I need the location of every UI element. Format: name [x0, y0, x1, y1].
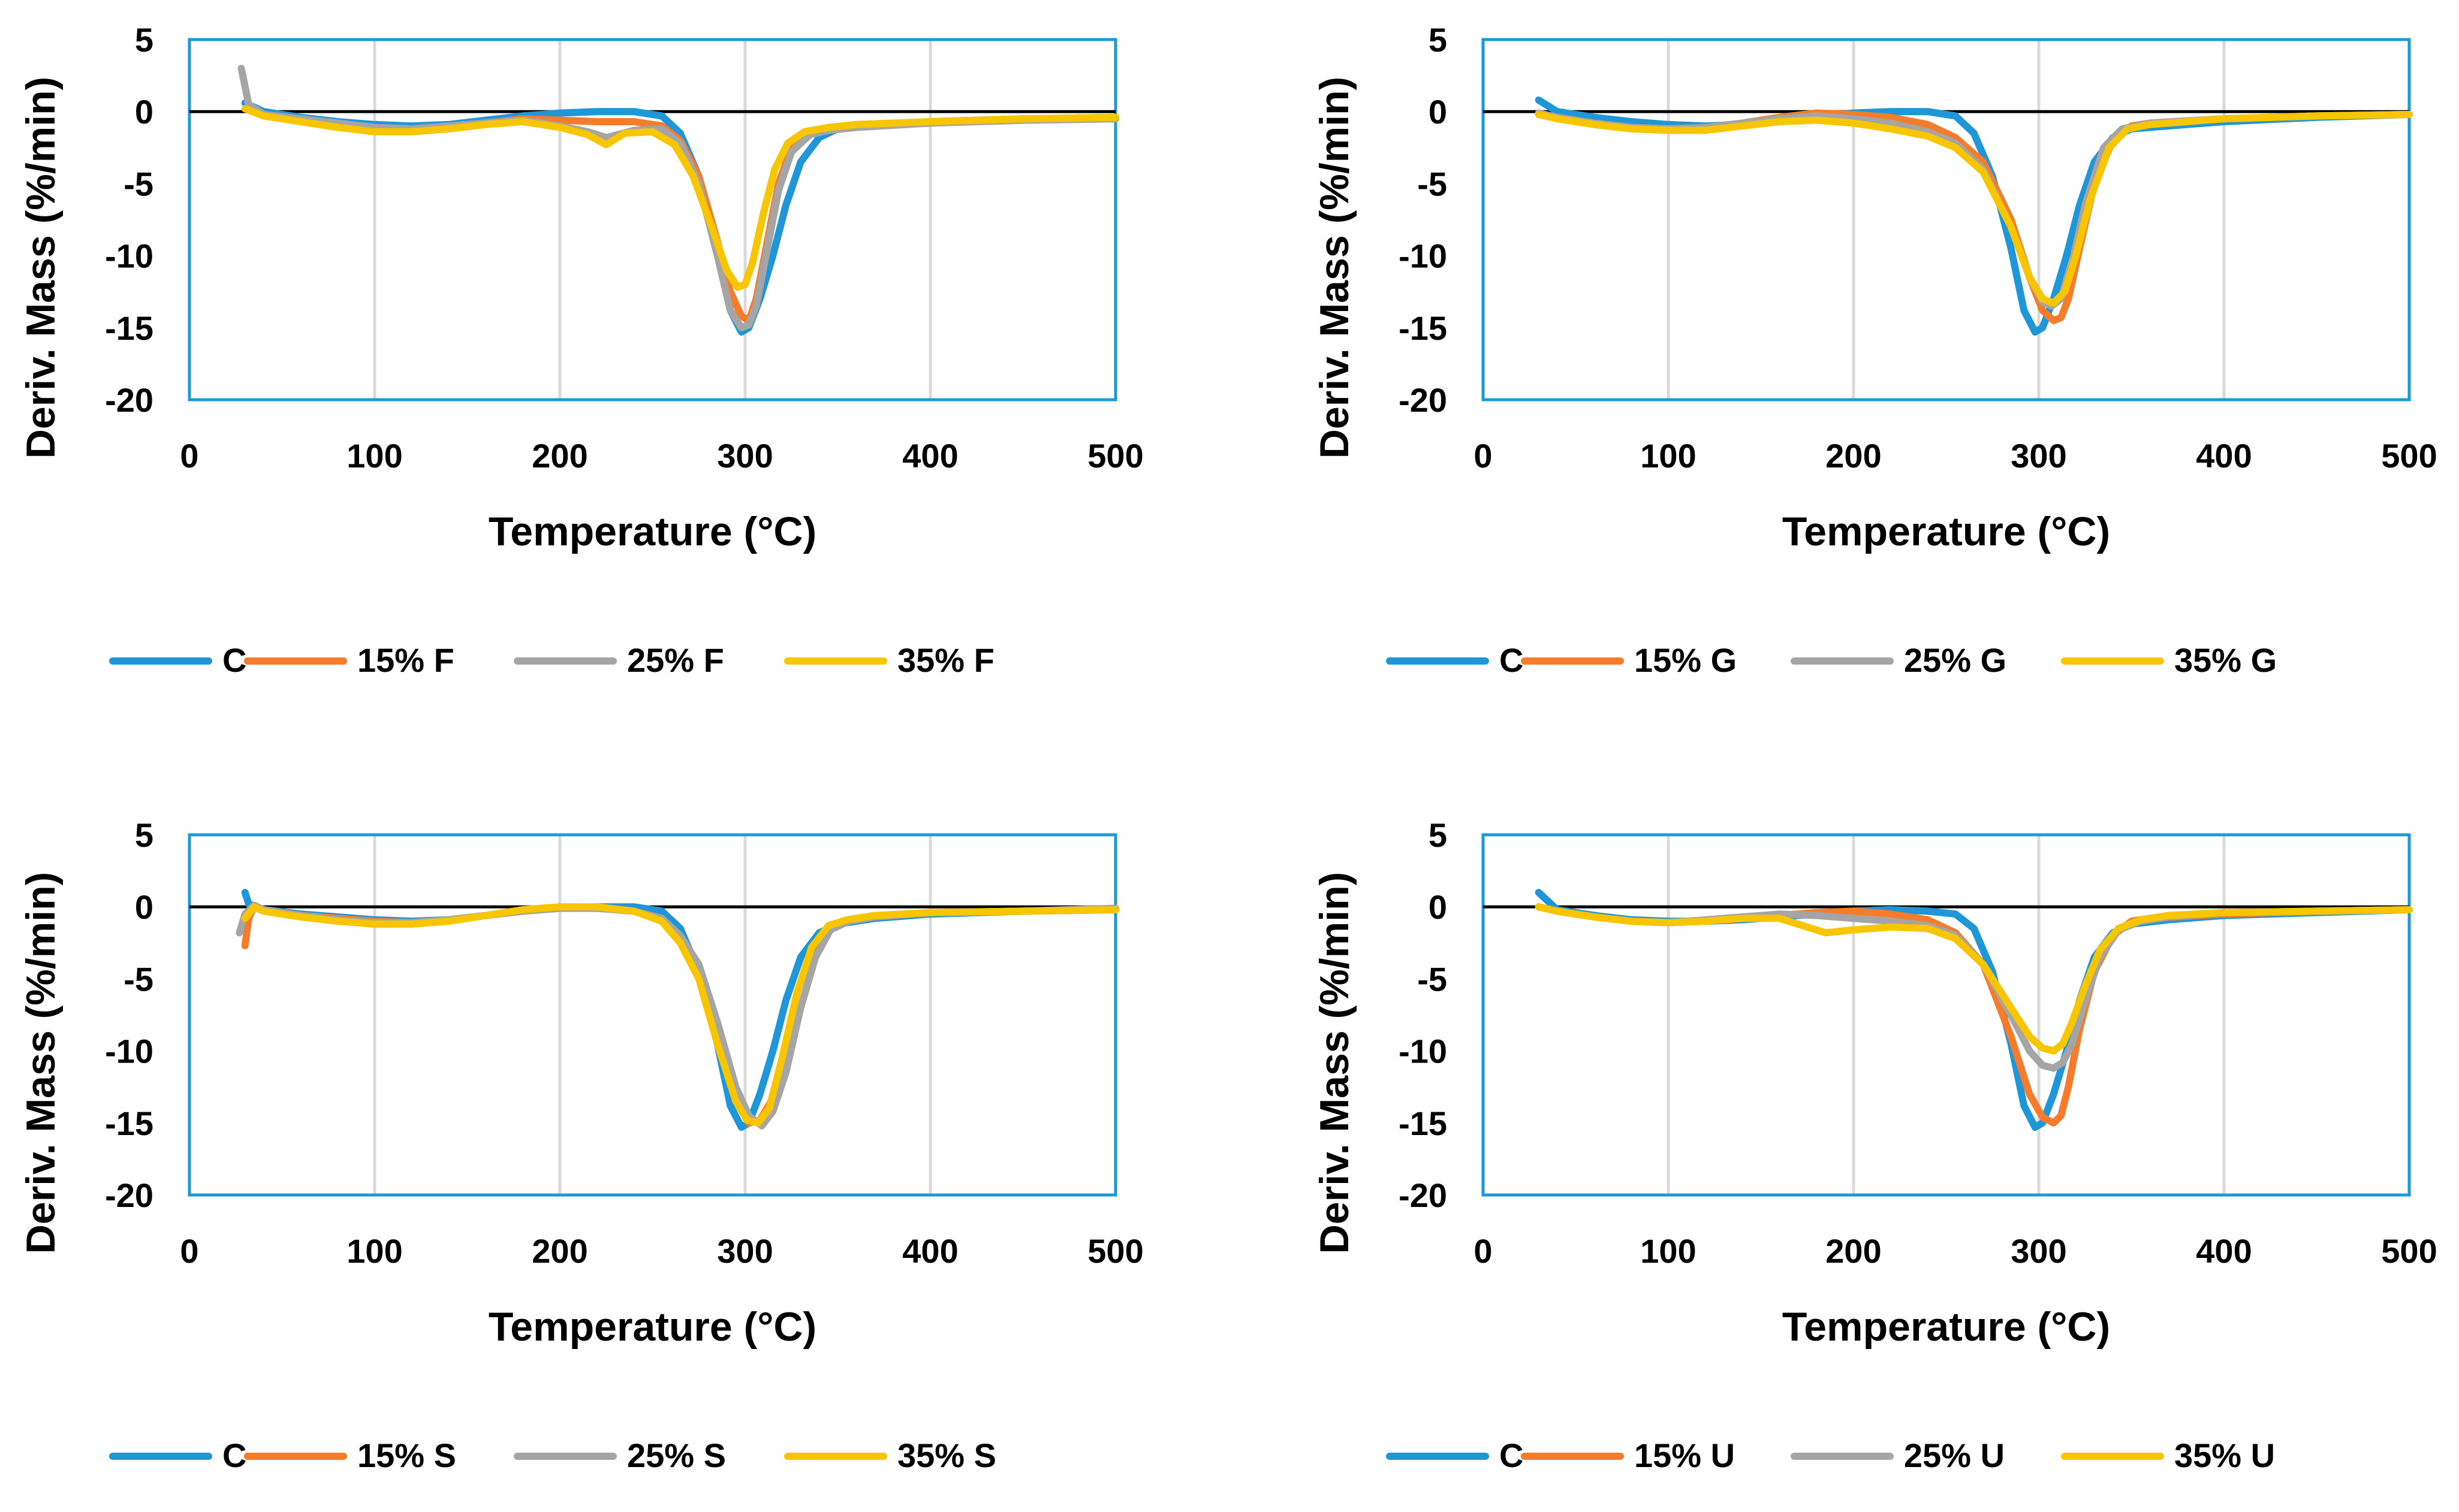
y-tick-label: -20 [1399, 1176, 1447, 1214]
legend-label: C [222, 641, 246, 679]
legend-label: C [1499, 641, 1523, 679]
x-tick-label: 300 [717, 1232, 773, 1270]
x-axis-title: Temperature (°C) [489, 509, 816, 554]
x-tick-label: 400 [2196, 1232, 2252, 1270]
series-line [1535, 111, 2413, 307]
plot-area-frame [1481, 38, 2411, 402]
x-axis-title: Temperature (°C) [1782, 509, 2110, 554]
series-line [237, 65, 1119, 331]
y-tick-label: -20 [1399, 381, 1447, 419]
legend-label: 15% G [1634, 641, 1737, 679]
y-axis-title: Deriv. Mass (%/min) [1312, 872, 1357, 1254]
x-tick-label: 0 [1473, 1232, 1492, 1270]
plot-area-frame [1481, 833, 2411, 1197]
y-tick-label: 5 [1429, 816, 1447, 854]
legend-label: 15% U [1634, 1436, 1735, 1474]
x-tick-label: 0 [1473, 437, 1492, 475]
x-tick-label: 400 [2196, 437, 2252, 475]
y-tick-label: 5 [1429, 21, 1447, 59]
x-tick-label: 200 [1825, 1232, 1881, 1270]
y-tick-label: 0 [135, 93, 153, 131]
series-line [241, 903, 1119, 1127]
legend-label: 25% U [1904, 1436, 2005, 1474]
x-tick-label: 100 [346, 437, 402, 475]
y-tick-label: 5 [135, 816, 153, 854]
legend-label: 25% S [627, 1436, 726, 1474]
y-tick-label: -15 [105, 309, 153, 347]
legend-label: 35% U [2174, 1436, 2275, 1474]
y-axis-title: Deriv. Mass (%/min) [1312, 77, 1357, 458]
x-tick-label: 0 [180, 1232, 198, 1270]
x-axis-title: Temperature (°C) [489, 1304, 816, 1350]
y-tick-label: -15 [1399, 309, 1447, 347]
legend-label: 25% F [627, 641, 724, 679]
y-axis-title: Deriv. Mass (%/min) [18, 77, 64, 458]
y-tick-label: -5 [1417, 960, 1447, 998]
y-tick-label: -10 [1399, 237, 1447, 275]
legend-label: 15% F [357, 641, 454, 679]
y-tick-label: -10 [105, 237, 153, 275]
x-tick-label: 200 [532, 437, 587, 475]
series-line [1535, 903, 2413, 1055]
x-tick-label: 100 [1640, 1232, 1696, 1270]
chart-panel: 5 0 -5 -10 -15 -20 0 100 200 300 400 500 Temperature… [18, 816, 1144, 1474]
legend-label: C [1499, 1436, 1523, 1474]
y-tick-label: -10 [1399, 1033, 1447, 1070]
x-tick-label: 400 [902, 437, 958, 475]
x-tick-label: 300 [2011, 1232, 2066, 1270]
x-tick-label: 400 [902, 1232, 958, 1270]
legend-label: 35% F [897, 641, 995, 679]
y-tick-label: -5 [123, 165, 153, 203]
y-tick-label: -20 [105, 1176, 153, 1214]
y-tick-label: 0 [1429, 888, 1447, 926]
x-tick-label: 100 [346, 1232, 402, 1270]
legend-label: 35% S [897, 1436, 996, 1474]
y-tick-label: -15 [1399, 1104, 1447, 1142]
x-tick-label: 500 [1087, 1232, 1143, 1270]
x-tick-label: 200 [532, 1232, 587, 1270]
y-tick-label: -15 [105, 1104, 153, 1142]
y-tick-label: 5 [135, 21, 153, 59]
legend-label: C [222, 1436, 246, 1474]
x-tick-label: 500 [1087, 437, 1143, 475]
y-tick-label: 0 [135, 888, 153, 926]
plot-area-frame [188, 38, 1117, 402]
x-tick-label: 300 [717, 437, 773, 475]
x-tick-label: 0 [180, 437, 198, 475]
x-tick-label: 300 [2011, 437, 2066, 475]
x-tick-label: 500 [2381, 1232, 2437, 1270]
y-axis-title: Deriv. Mass (%/min) [18, 872, 64, 1254]
y-tick-label: -10 [105, 1033, 153, 1070]
y-tick-label: -5 [1417, 165, 1447, 203]
legend-label: 35% G [2174, 641, 2277, 679]
legend-label: 25% G [1904, 641, 2006, 679]
legend-label: 15% S [357, 1436, 456, 1474]
x-tick-label: 200 [1825, 437, 1881, 475]
chart-panel: 5 0 -5 -10 -15 -20 0 100 200 300 400 500 Temperature… [1312, 21, 2437, 679]
series-line [241, 105, 1119, 291]
x-axis-title: Temperature (°C) [1782, 1304, 2110, 1350]
x-tick-label: 100 [1640, 437, 1696, 475]
x-tick-label: 500 [2381, 437, 2437, 475]
plot-area-frame [188, 833, 1117, 1197]
y-tick-label: -5 [123, 960, 153, 998]
chart-panel: 5 0 -5 -10 -15 -20 0 100 200 300 400 500 Temperature… [1312, 816, 2437, 1474]
chart-panel: 5 0 -5 -10 -15 -20 0 100 200 300 400 500 Temperature… [18, 21, 1144, 679]
y-tick-label: 0 [1429, 93, 1447, 131]
y-tick-label: -20 [105, 381, 153, 419]
